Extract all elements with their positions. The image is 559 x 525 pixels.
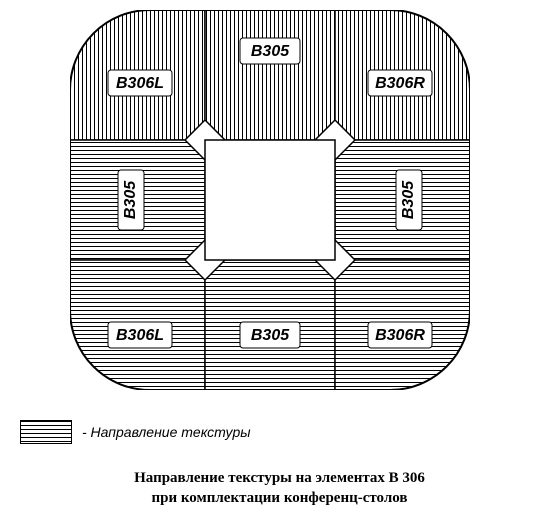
label-mid-left: B305 [118, 170, 144, 230]
label-top-mid: B305 [240, 38, 300, 64]
seg-top-mid [205, 10, 335, 140]
caption-line-1: Направление текстуры на элементах B 306 [134, 470, 425, 486]
caption-line-2: при комплектации конференц-столов [151, 490, 407, 506]
label-bot-right: B306R [368, 322, 432, 348]
caption: Направление текстуры на элементах B 306 … [0, 468, 559, 509]
svg-text:B306L: B306L [116, 327, 164, 344]
svg-text:B306R: B306R [375, 75, 425, 92]
svg-text:B306R: B306R [375, 327, 425, 344]
texture-diagram: B306L B305 B306R B305 B305 [70, 10, 470, 395]
label-mid-right: B305 [396, 170, 422, 230]
svg-text:B306L: B306L [116, 75, 164, 92]
legend-text: - Направление текстуры [82, 424, 251, 440]
svg-text:B305: B305 [251, 327, 290, 344]
legend-swatch [20, 420, 72, 444]
label-bot-left: B306L [108, 322, 172, 348]
svg-text:B305: B305 [122, 180, 139, 219]
svg-text:B305: B305 [251, 43, 290, 60]
svg-text:B305: B305 [400, 180, 417, 219]
legend: - Направление текстуры [20, 420, 251, 444]
label-top-left: B306L [108, 70, 172, 96]
label-bot-mid: B305 [240, 322, 300, 348]
label-top-right: B306R [368, 70, 432, 96]
